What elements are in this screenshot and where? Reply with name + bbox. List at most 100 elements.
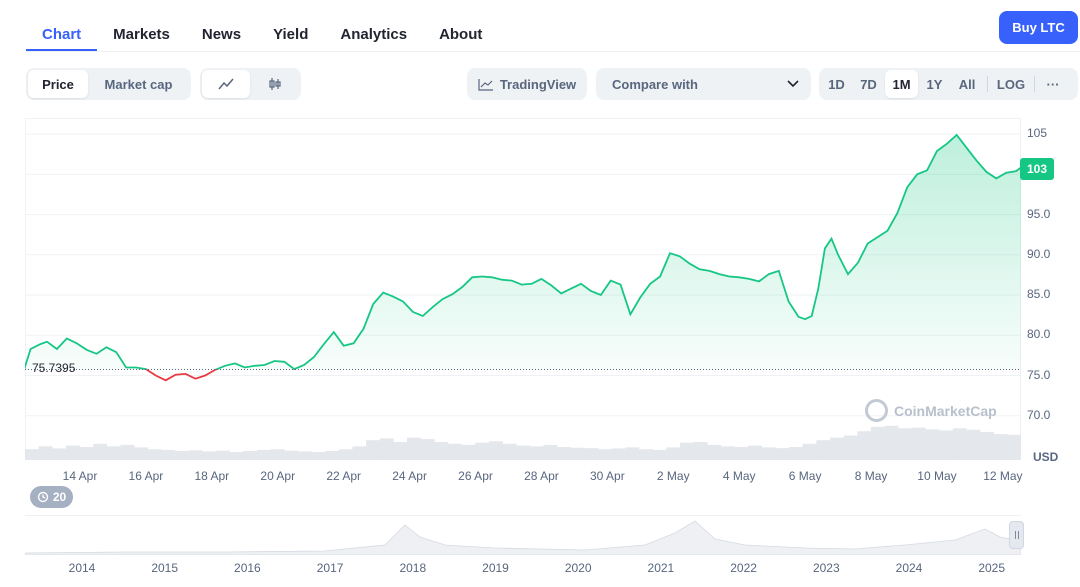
- current-price-badge: 103: [1020, 158, 1054, 180]
- tab-yield[interactable]: Yield: [273, 26, 309, 43]
- volume-bar: [638, 449, 653, 460]
- y-tick-label: 105: [1027, 126, 1048, 141]
- volume-bar: [529, 446, 544, 460]
- price-chart[interactable]: [25, 118, 1021, 460]
- volume-bar: [652, 449, 667, 460]
- volume-bar: [516, 445, 531, 460]
- range-1m[interactable]: 1M: [885, 70, 918, 98]
- watermark: CoinMarketCap: [865, 399, 997, 422]
- volume-bar: [679, 442, 694, 460]
- volume-bar: [475, 442, 490, 460]
- history-button[interactable]: 20: [30, 486, 73, 508]
- line-chart-option[interactable]: [202, 70, 250, 98]
- volume-bar: [761, 447, 776, 460]
- volume-bar: [420, 439, 435, 460]
- range-divider: [987, 76, 988, 92]
- tradingview-button[interactable]: TradingView: [467, 68, 587, 100]
- volume-bar: [447, 443, 462, 460]
- more-options-button[interactable]: ···: [1046, 76, 1060, 92]
- volume-bar: [216, 450, 230, 460]
- y-tick-label: 95.0: [1027, 206, 1051, 221]
- x-tick-label: 20 Apr: [260, 469, 296, 483]
- year-tick-label: 2018: [399, 561, 427, 575]
- tab-about[interactable]: About: [439, 26, 483, 43]
- metric-toggle: Price Market cap: [26, 68, 191, 100]
- x-tick-label: 26 Apr: [458, 469, 493, 483]
- tab-bar: Chart Markets News Yield Analytics About: [26, 10, 498, 52]
- tab-analytics[interactable]: Analytics: [340, 26, 408, 43]
- volume-bar: [79, 447, 94, 460]
- volume-bar: [352, 446, 367, 460]
- compare-with-select[interactable]: Compare with: [596, 68, 811, 100]
- volume-bar: [338, 449, 353, 460]
- volume-bar: [952, 428, 967, 460]
- price-line-down: [25, 369, 296, 382]
- baseline-price-label: 75.7395: [32, 361, 76, 375]
- year-tick-label: 2025: [978, 561, 1006, 575]
- year-tick-label: 2021: [647, 561, 675, 575]
- year-tick-label: 2016: [234, 561, 261, 575]
- line-chart-icon: [218, 78, 234, 90]
- volume-bar: [816, 440, 831, 460]
- volume-bar: [379, 438, 394, 460]
- volume-bar: [1007, 434, 1021, 460]
- candlestick-option[interactable]: [250, 70, 299, 98]
- buy-ltc-button[interactable]: Buy LTC: [999, 11, 1078, 44]
- volume-bar: [25, 449, 39, 460]
- gridlines: [25, 133, 1021, 417]
- volume-bar: [297, 451, 312, 460]
- volume-bar: [666, 447, 681, 460]
- volume-bar: [134, 447, 149, 460]
- compare-with-label: Compare with: [612, 76, 698, 92]
- range-toggle: 1D 7D 1M 1Y All LOG ···: [819, 68, 1078, 100]
- tradingview-label: TradingView: [499, 76, 577, 92]
- market-cap-option[interactable]: Market cap: [104, 76, 173, 92]
- range-1y[interactable]: 1Y: [926, 76, 943, 92]
- volume-bar: [311, 452, 326, 460]
- volume-bar: [966, 429, 981, 460]
- volume-bar: [93, 443, 108, 460]
- volume-bar: [175, 451, 190, 460]
- range-all[interactable]: All: [958, 76, 976, 92]
- x-tick-label: 22 Apr: [326, 469, 362, 483]
- x-tick-label: 12 May: [983, 469, 1023, 483]
- price-option[interactable]: Price: [28, 70, 88, 98]
- volume-bar: [557, 447, 572, 460]
- volume-bar: [243, 451, 258, 460]
- x-tick-label: 4 May: [722, 469, 756, 483]
- volume-bar: [584, 448, 599, 460]
- volume-bar: [884, 425, 899, 460]
- y-tick-label: 70.0: [1027, 407, 1051, 422]
- volume-bar: [325, 451, 340, 460]
- volume-bar: [789, 447, 803, 460]
- log-scale-toggle[interactable]: LOG: [996, 76, 1026, 92]
- candlestick-icon: [268, 78, 281, 90]
- volume-bar: [748, 445, 763, 460]
- volume-bar: [775, 448, 790, 460]
- tradingview-chart-icon: [478, 78, 493, 91]
- tab-news[interactable]: News: [201, 26, 242, 43]
- volume-bar: [502, 443, 517, 460]
- volume-bar: [106, 446, 121, 460]
- x-tick-label: 30 Apr: [590, 469, 625, 483]
- volume-bar: [188, 450, 203, 460]
- volume-bar: [911, 427, 926, 460]
- navigator-chart[interactable]: [25, 515, 1021, 555]
- year-tick-label: 2022: [730, 561, 757, 575]
- volume-bar: [461, 444, 476, 460]
- y-tick-label: 80.0: [1027, 327, 1051, 342]
- volume-bar: [120, 444, 135, 460]
- currency-label: USD: [1033, 450, 1059, 464]
- volume-bar: [939, 430, 954, 460]
- range-1d[interactable]: 1D: [828, 76, 845, 92]
- tab-chart[interactable]: Chart: [26, 10, 98, 51]
- tab-markets[interactable]: Markets: [113, 26, 170, 43]
- x-tick-label: 16 Apr: [128, 469, 164, 483]
- navigator-handle[interactable]: [1009, 521, 1024, 549]
- volume-bar: [870, 426, 885, 460]
- volume-bar: [611, 448, 626, 460]
- volume-bar: [843, 435, 858, 460]
- range-7d[interactable]: 7D: [860, 76, 877, 92]
- volume-bar: [202, 451, 217, 460]
- volume-bar: [693, 442, 708, 460]
